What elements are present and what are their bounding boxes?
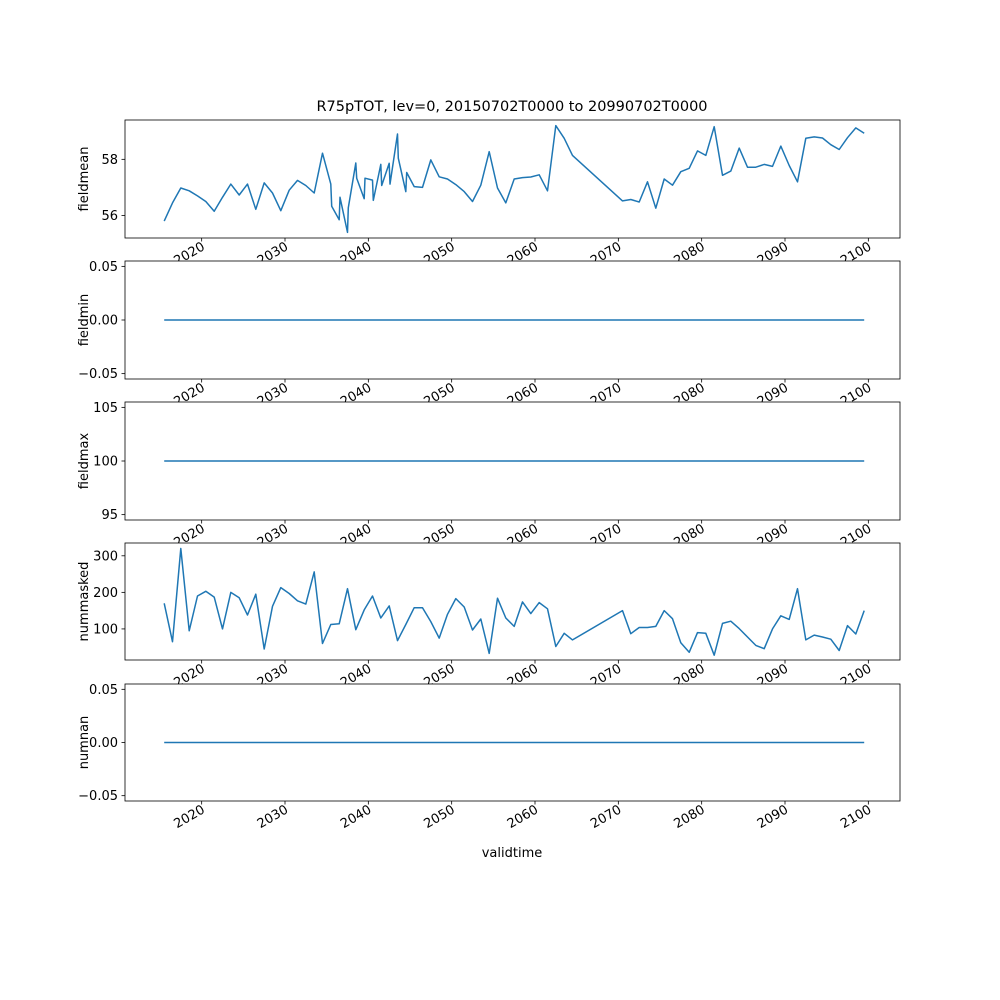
- x-tick-label: 2060: [505, 802, 541, 832]
- y-axis-label: fieldmean: [77, 147, 92, 212]
- panel-numnan: −0.05 0.00 0.05 numnan 2020 2030 2040 2050 2060 2…: [77, 683, 901, 832]
- axes-background: [125, 543, 900, 660]
- y-tick-label: 100: [93, 455, 118, 470]
- series-line-nummasked: [163, 547, 865, 656]
- y-axis-label: fieldmin: [77, 294, 92, 347]
- x-tick-label: 2070: [588, 802, 624, 832]
- x-tick-label: 2090: [755, 802, 791, 832]
- x-tick-label: 2040: [338, 802, 374, 832]
- y-tick-label: 100: [93, 622, 118, 637]
- y-tick-label: 200: [93, 586, 118, 601]
- y-tick-label: 0.05: [89, 260, 118, 275]
- x-tick-label: 2050: [422, 802, 458, 832]
- x-tick-label: 2020: [172, 802, 208, 832]
- x-tick-label: 2100: [838, 802, 874, 832]
- y-tick-label: −0.05: [78, 367, 118, 382]
- chart-title: R75pTOT, lev=0, 20150702T0000 to 2099070…: [316, 99, 707, 115]
- y-tick-label: 58: [101, 153, 118, 168]
- axes-frame: [124, 542, 901, 661]
- x-axis-label: validtime: [482, 846, 543, 861]
- series-line-fieldmean: [163, 124, 865, 234]
- y-tick-label: 95: [101, 508, 118, 523]
- y-tick-label: 0.00: [89, 314, 118, 329]
- chart-panels: 56 58 fieldmean 2020 2030 2040 2050 2060 2070 208…: [77, 119, 901, 832]
- y-tick-label: 56: [101, 209, 118, 224]
- axes-frame: [124, 119, 901, 239]
- x-tick-label: 2030: [255, 802, 291, 832]
- y-axis-label: fieldmax: [77, 433, 92, 490]
- y-tick-label: 0.05: [89, 683, 118, 698]
- y-tick-label: −0.05: [78, 789, 118, 804]
- y-axis-label: numnan: [77, 716, 92, 770]
- y-tick-label: 0.00: [89, 736, 118, 751]
- y-tick-label: 105: [93, 401, 118, 416]
- y-tick-label: 300: [93, 549, 118, 564]
- x-tick-label: 2080: [672, 802, 708, 832]
- y-axis-label: nummasked: [77, 562, 92, 642]
